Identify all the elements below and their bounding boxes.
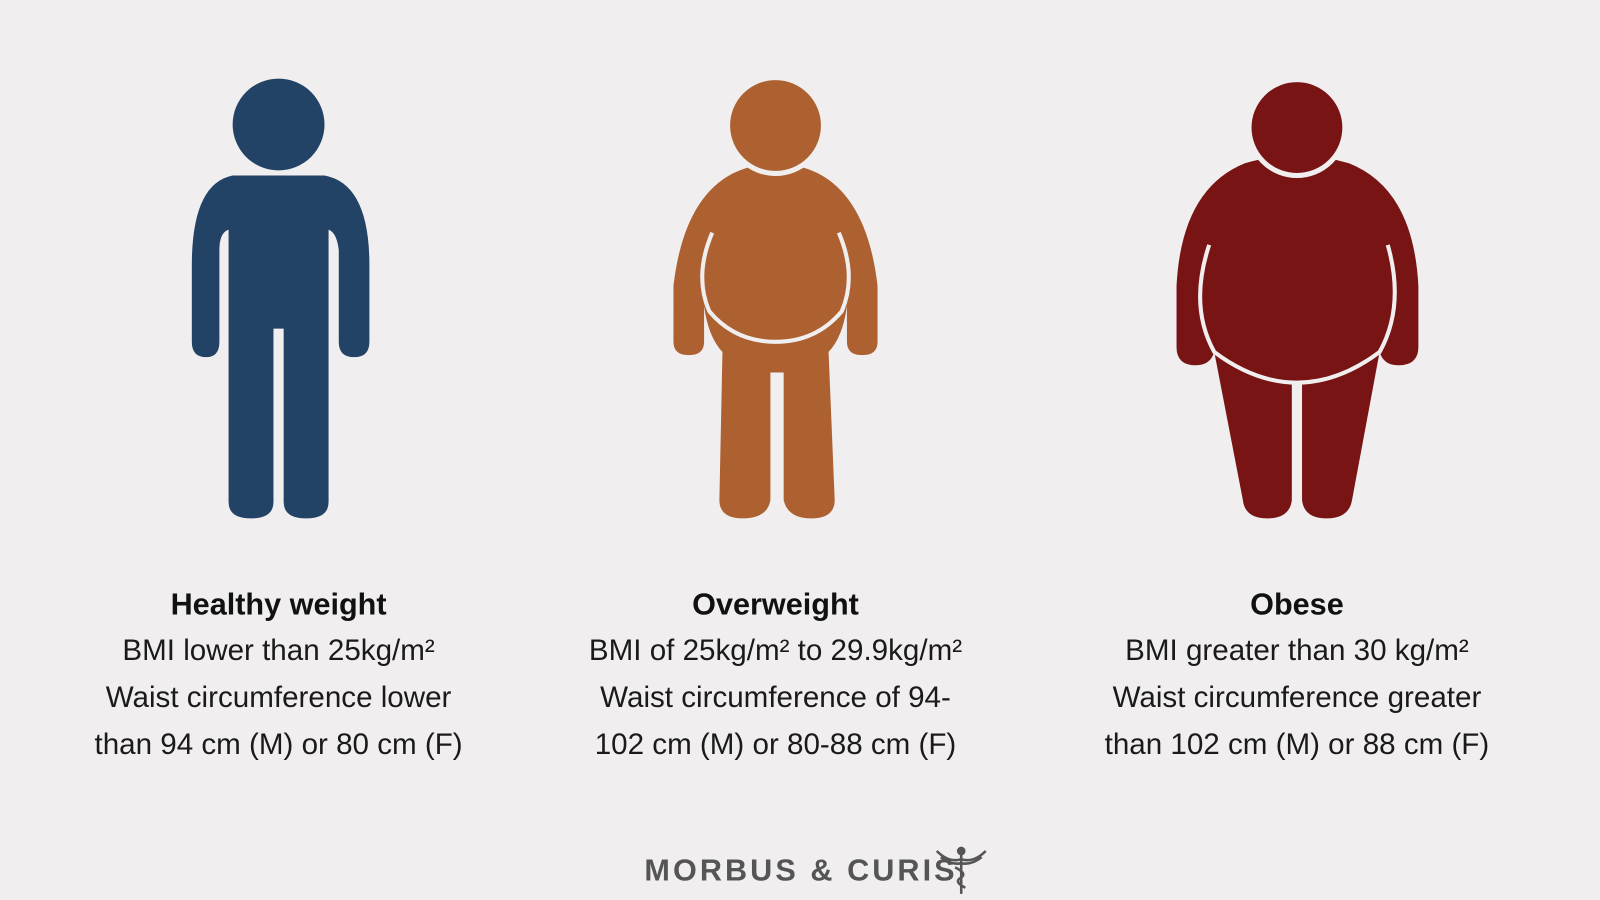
panel-line: 102 cm (M) or 80-88 cm (F)	[595, 728, 957, 761]
panel-title: Healthy weight	[171, 587, 387, 621]
brand: MORBUS & CURIS	[644, 854, 957, 888]
panel-line: Waist circumference lower	[106, 681, 452, 714]
head	[232, 78, 325, 171]
body	[1176, 155, 1419, 519]
panel-line: BMI of 25kg/m² to 29.9kg/m²	[589, 634, 962, 667]
body	[191, 175, 370, 519]
panel-line: Waist circumference greater	[1113, 681, 1482, 714]
panel-line: BMI greater than 30 kg/m²	[1125, 634, 1469, 667]
figure-overweight	[673, 75, 878, 519]
figure-obese	[1176, 77, 1419, 519]
panel-line: Waist circumference of 94-	[600, 681, 951, 714]
belly-outline	[700, 231, 851, 344]
caduceus-icon	[935, 846, 987, 894]
panel-title: Obese	[1250, 587, 1344, 621]
panel-line: than 94 cm (M) or 80 cm (F)	[94, 728, 462, 761]
belly-outline	[1198, 244, 1397, 385]
head	[725, 75, 827, 177]
panel-line: than 102 cm (M) or 88 cm (F)	[1105, 728, 1490, 761]
panel-line: BMI lower than 25kg/m²	[122, 634, 434, 667]
panel-title: Overweight	[692, 587, 859, 621]
figure-healthy	[191, 78, 370, 519]
head	[1246, 77, 1348, 179]
